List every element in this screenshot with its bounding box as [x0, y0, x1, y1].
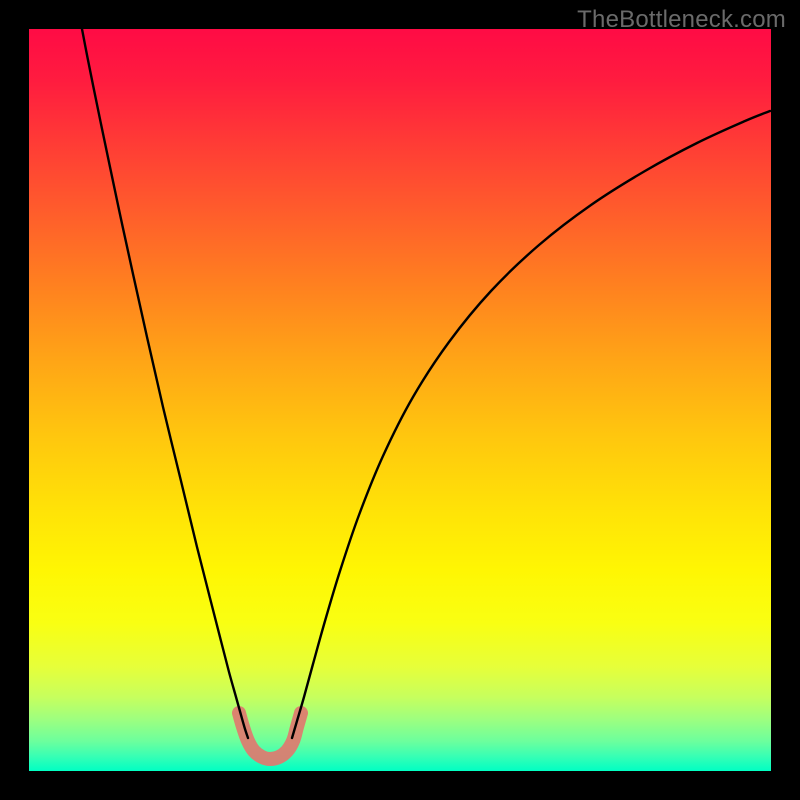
curve-right-branch	[292, 111, 770, 738]
plot-area	[29, 29, 771, 771]
figure-root: { "watermark": { "text": "TheBottleneck.…	[0, 0, 800, 800]
curve-left-branch	[82, 29, 248, 738]
plot-curves	[29, 29, 771, 771]
